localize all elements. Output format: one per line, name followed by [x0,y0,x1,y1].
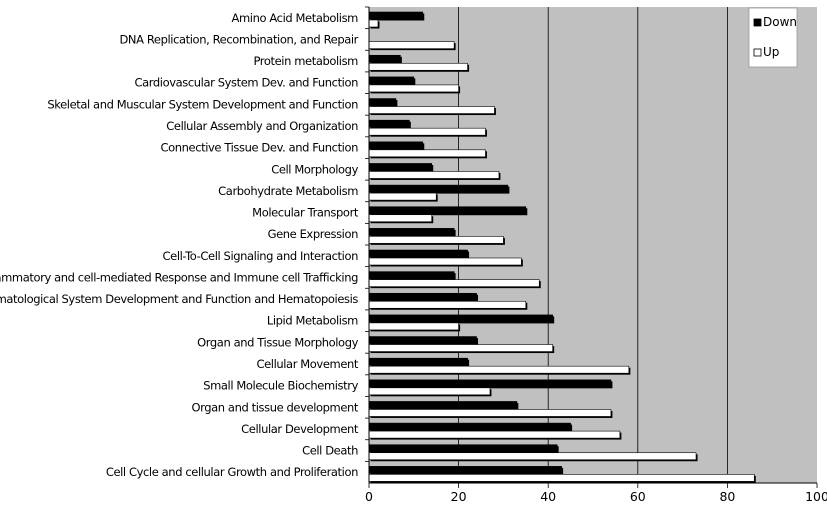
bar-down [368,54,401,63]
legend-swatch-down [753,18,762,27]
bar-up [368,279,540,287]
x-tick-label: 60 [630,489,646,504]
category-label: Small Molecule Biochemistry [203,379,358,393]
x-tick-label: 20 [451,489,467,504]
bar-up [368,344,553,352]
x-tick-labels: 0 20 40 60 80 100 [365,483,827,504]
category-label: Cell Cycle and cellular Growth and Proli… [106,465,358,479]
category-label: Carbohydrate Metabolism [218,184,358,198]
bar-up [368,171,500,179]
bar-down [368,401,518,409]
category-label: Gene Expression [268,227,359,241]
bar-up [368,322,459,331]
category-label: Cardiovascular System Dev. and Function [134,76,358,90]
bars [368,11,756,483]
legend-box [748,7,798,68]
bar-down [368,163,433,171]
category-label: Skeletal and Muscular System Development… [47,97,358,111]
legend-label-up: Up [763,45,779,59]
bar-up [368,430,621,439]
x-tick-label: 80 [719,489,735,504]
bar-down [368,444,558,453]
category-label: DNA Replication, Recombination, and Repa… [119,32,358,46]
bar-up [368,19,379,28]
bar-up [368,409,612,417]
bar-down [368,422,571,431]
category-label: Cell Morphology [271,162,358,176]
category-label: Cell Death [302,444,358,458]
bar-up [368,257,522,266]
bar-up [368,41,455,49]
bar-up [368,127,486,136]
bar-down [368,379,612,388]
x-tick-label: 40 [540,489,556,504]
bar-up [368,62,468,71]
category-label: Protein metabolism [253,54,358,68]
bar-down [368,466,562,474]
category-label: Lipid Metabolism [267,314,358,328]
bar-down [368,206,527,215]
bar-down [368,314,553,323]
bar-down [368,119,410,128]
x-tick-label: 100 [805,489,827,504]
category-label: Cellular Development [241,422,359,436]
bar-up [368,106,495,114]
bar-down [368,271,455,279]
category-label: Hematological System Development and Fun… [0,292,358,306]
category-label: Cellular Movement [256,357,358,371]
bar-up [368,236,504,244]
bar-down [368,249,468,258]
bar-down [368,336,477,344]
axes [365,6,817,484]
bar-down [368,11,424,20]
category-label: Inflammatory and cell-mediated Response … [0,270,358,284]
bar-down [368,357,468,366]
bar-down [368,76,415,85]
legend-label-down: Down [763,15,797,29]
legend: Down Up [748,7,798,68]
category-label: Cell-To-Cell Signaling and Interaction [163,249,359,263]
category-label: Connective Tissue Dev. and Function [160,141,358,155]
category-label: Organ and tissue development [191,400,358,414]
bar-down [368,228,455,236]
category-label: Cellular Assembly and Organization [166,119,358,133]
bar-up [368,149,486,158]
bar-up [368,474,755,482]
bar-up [368,365,630,374]
bar-down [368,292,477,301]
category-labels: Amino Acid Metabolism DNA Replication, Re… [0,11,359,479]
bar-up [368,192,437,201]
bar-down [368,184,509,193]
bar-up [368,387,491,396]
x-tick-label: 0 [365,489,373,504]
bar-up [368,214,433,223]
legend-swatch-up [753,48,762,57]
category-label: Organ and Tissue Morphology [197,335,358,349]
bar-up [368,452,697,461]
category-label: Amino Acid Metabolism [232,11,359,25]
bar-down [368,141,424,150]
bar-up [368,300,527,309]
category-label: Molecular Transport [252,206,359,220]
bar-up [368,84,459,93]
bar-down [368,98,397,106]
